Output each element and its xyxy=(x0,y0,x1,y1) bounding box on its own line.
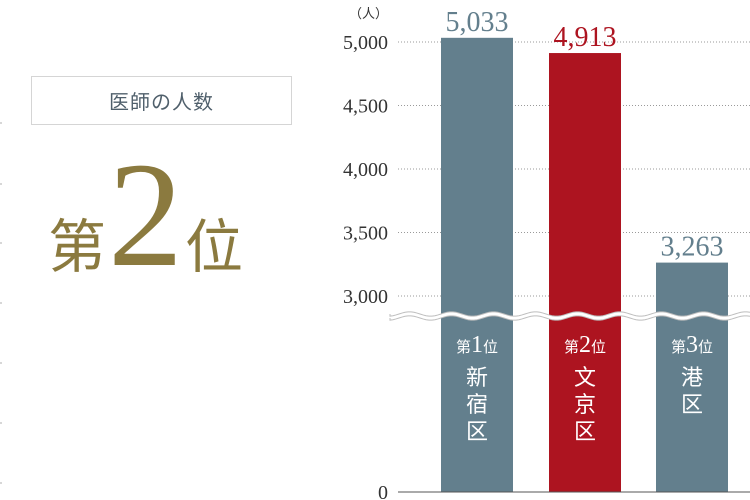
bar xyxy=(656,262,728,492)
left-dotted-edge xyxy=(0,0,3,500)
rank-number: 2 xyxy=(108,132,184,298)
x-category-label: 新宿区 xyxy=(465,366,488,445)
bar-inner-label: 第2位文京区 xyxy=(549,332,621,446)
axis-break-line xyxy=(389,315,750,321)
bar-rank: 第2位 xyxy=(549,332,621,359)
bar-rank-number: 2 xyxy=(579,332,591,358)
rank-suffix: 位 xyxy=(185,213,244,281)
bar-rank: 第1位 xyxy=(441,332,513,359)
y-tick-label: 3,500 xyxy=(343,223,388,245)
y-tick-label: 4,000 xyxy=(343,159,388,181)
bar-rank-number: 3 xyxy=(686,332,698,358)
metric-label: 医師の人数 xyxy=(31,76,292,125)
bar-inner-label: 第3位港区 xyxy=(656,332,728,419)
bar-rank-prefix: 第 xyxy=(670,338,686,356)
x-category-label: 文京区 xyxy=(573,366,596,445)
bar-rank-prefix: 第 xyxy=(563,338,579,356)
y-tick-label: 3,000 xyxy=(343,286,388,308)
axis-break-band xyxy=(390,311,750,321)
y-tick-label: 0 xyxy=(378,482,388,500)
bar-value-label: 5,033 xyxy=(446,7,509,38)
axis-break-line xyxy=(389,311,750,317)
bar-value-label: 4,913 xyxy=(554,22,617,53)
metric-label-text: 医師の人数 xyxy=(109,90,214,114)
bar-rank-suffix: 位 xyxy=(483,338,499,356)
y-tick-label: 5,000 xyxy=(343,32,388,54)
bar-rank-suffix: 位 xyxy=(698,338,714,356)
bar-rank: 第3位 xyxy=(656,332,728,359)
y-unit-label: （人） xyxy=(349,7,388,22)
bar xyxy=(549,53,621,492)
bar xyxy=(441,37,513,493)
overall-rank: 第 2 位 xyxy=(48,140,244,290)
bar-rank-number: 1 xyxy=(471,332,483,358)
y-tick-label: 4,500 xyxy=(343,96,388,118)
x-category-label: 港区 xyxy=(680,366,703,418)
bar-rank-suffix: 位 xyxy=(591,338,607,356)
rank-prefix: 第 xyxy=(48,213,107,281)
bar-rank-prefix: 第 xyxy=(455,338,471,356)
bar-value-label: 3,263 xyxy=(661,232,724,263)
bar-inner-label: 第1位新宿区 xyxy=(441,332,513,446)
